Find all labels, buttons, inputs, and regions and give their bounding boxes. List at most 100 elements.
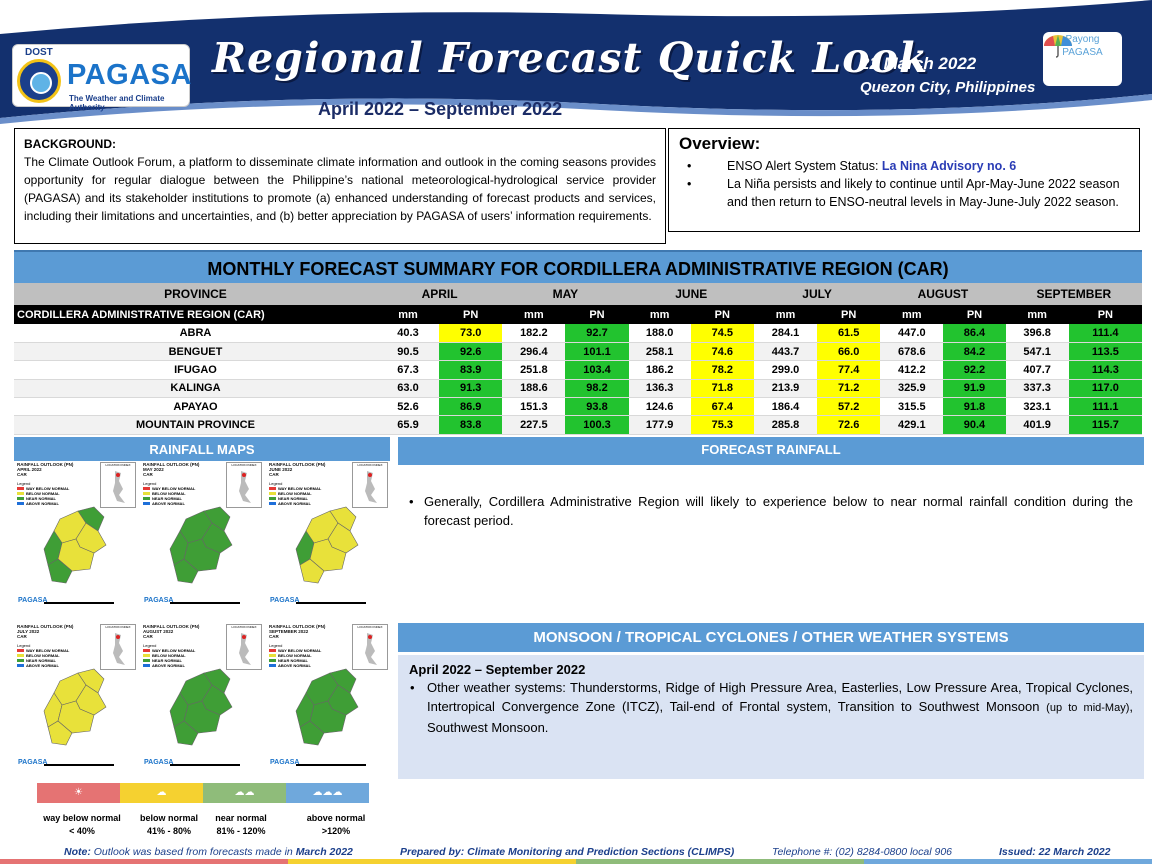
- rainfall-map: RAINFALL OUTLOOK (PN) JULY 2022 CAR LOCATIO…: [14, 623, 138, 781]
- province-cell: MOUNTAIN PROVINCE: [14, 415, 377, 435]
- map-title-line: AUGUST 2022: [143, 629, 174, 634]
- pn-cell: 93.8: [565, 397, 629, 417]
- pn-cell: 92.2: [943, 360, 1006, 380]
- issue-date: 22 March 2022: [860, 54, 977, 73]
- legend-swatch-below: ☁: [120, 783, 203, 803]
- province-cell: ABRA: [14, 324, 377, 343]
- pn-cell: 83.9: [439, 360, 503, 380]
- legend-label-way-below: way below normal < 40%: [43, 813, 121, 836]
- pn-cell: 61.5: [817, 324, 881, 343]
- background-heading: BACKGROUND:: [24, 137, 116, 151]
- logo-agency: DOST: [25, 47, 53, 58]
- enso-advisory: La Nina Advisory no. 6: [881, 159, 1017, 173]
- location-index-map: LOCATION INDEX: [352, 462, 388, 508]
- pn-cell: 113.5: [1068, 342, 1142, 362]
- car-map-shape: [169, 668, 233, 746]
- forecast-rainfall-heading: FORECAST RAINFALL: [398, 437, 1144, 465]
- mm-cell: 284.1: [753, 324, 818, 343]
- province-cell: IFUGAO: [14, 360, 377, 380]
- map-pagasa-logo: PAGASA: [18, 759, 48, 766]
- forecast-period: April 2022 – September 2022: [318, 99, 563, 119]
- mm-header: mm: [880, 305, 944, 324]
- sun-icon: ☀: [74, 787, 83, 798]
- footer-telephone: Telephone #: (02) 8284-0800 local 906: [772, 846, 953, 858]
- map-scale-bar: [44, 764, 114, 766]
- month-header: JUNE: [628, 283, 754, 305]
- car-map-shape: [43, 668, 107, 746]
- location-index-map: LOCATION INDEX: [226, 624, 262, 670]
- mm-header: mm: [753, 305, 818, 324]
- mm-cell: 40.3: [376, 324, 440, 343]
- mm-cell: 124.6: [628, 397, 691, 417]
- pn-cell: 67.4: [690, 397, 754, 417]
- mm-cell: 177.9: [628, 415, 691, 435]
- weather-systems-period: April 2022 – September 2022: [409, 662, 586, 677]
- pn-cell: 115.7: [1068, 415, 1142, 435]
- table-row: KALINGA 63.0 91.3 188.6 98.2 136.3 71.8 213.9 71…: [14, 379, 1142, 399]
- mm-cell: 407.7: [1005, 360, 1069, 380]
- cloud-rain-icon: ☁☁: [234, 787, 255, 798]
- map-scale-bar: [296, 602, 366, 604]
- pn-header: PN: [439, 305, 503, 324]
- car-map-shape: [169, 506, 233, 584]
- pn-cell: 103.4: [565, 360, 629, 380]
- rainfall-map: RAINFALL OUTLOOK (PN) SEPTEMBER 2022 CAR LO…: [266, 623, 390, 781]
- background-box: BACKGROUND: The Climate Outlook Forum, a…: [14, 128, 666, 244]
- footer-note: Note: Outlook was based from forecasts m…: [64, 846, 353, 858]
- mm-cell: 325.9: [880, 379, 944, 399]
- legend-swatch-near: ☁☁: [203, 783, 286, 803]
- table-subheader-row: CORDILLERA ADMINISTRATIVE REGION (CAR) m…: [14, 305, 1142, 324]
- mm-cell: 296.4: [502, 342, 566, 362]
- umbrella-icon: [1044, 35, 1072, 58]
- mm-cell: 323.1: [1005, 397, 1069, 417]
- pn-cell: 73.0: [439, 324, 503, 343]
- mm-cell: 315.5: [880, 397, 944, 417]
- mm-cell: 182.2: [502, 324, 566, 343]
- mm-cell: 447.0: [880, 324, 944, 343]
- location-index-map: LOCATION INDEX: [226, 462, 262, 508]
- month-header: MAY: [502, 283, 629, 305]
- pn-cell: 72.6: [817, 415, 881, 435]
- pagasa-logo: DOST PAGASA The Weather and Climate Auth…: [12, 44, 191, 112]
- map-title-line: RAINFALL OUTLOOK (PN): [143, 462, 200, 467]
- forecast-rainfall-text: Generally, Cordillera Administrative Reg…: [408, 492, 1133, 530]
- map-title-line: APRIL 2022: [17, 467, 42, 472]
- overview-list: ENSO Alert System Status: La Nina Adviso…: [679, 157, 1129, 211]
- pn-cell: 117.0: [1068, 379, 1142, 399]
- map-pagasa-logo: PAGASA: [18, 597, 48, 604]
- mm-cell: 258.1: [628, 342, 691, 362]
- pn-header: PN: [690, 305, 754, 324]
- header-banner: DOST PAGASA The Weather and Climate Auth…: [0, 0, 1152, 124]
- map-legend: Legend WAY BELOW NORMAL BELOW NORMAL NEAR N…: [17, 643, 70, 668]
- pn-cell: 92.7: [565, 324, 629, 343]
- rainfall-map: RAINFALL OUTLOOK (PN) MAY 2022 CAR LOCATION…: [140, 461, 264, 619]
- mm-cell: 547.1: [1005, 342, 1069, 362]
- pn-cell: 91.9: [943, 379, 1006, 399]
- table-row: ABRA 40.3 73.0 182.2 92.7 188.0 74.5 284.1 61.5 4…: [14, 324, 1142, 343]
- mm-cell: 213.9: [753, 379, 818, 399]
- map-title-line: CAR: [269, 472, 279, 477]
- pn-cell: 90.4: [943, 415, 1006, 435]
- mm-cell: 186.4: [753, 397, 818, 417]
- legend-label-above: above normal >120%: [306, 813, 366, 836]
- province-header: PROVINCE: [14, 283, 377, 305]
- mm-header: mm: [1005, 305, 1069, 324]
- mm-cell: 299.0: [753, 360, 818, 380]
- rainfall-maps-heading: RAINFALL MAPS: [14, 437, 390, 461]
- mm-cell: 52.6: [376, 397, 440, 417]
- map-scale-bar: [296, 764, 366, 766]
- pn-cell: 114.3: [1068, 360, 1142, 380]
- month-header: APRIL: [376, 283, 503, 305]
- map-pagasa-logo: PAGASA: [270, 759, 300, 766]
- issue-place: Quezon City, Philippines: [860, 79, 1036, 96]
- map-legend: Legend WAY BELOW NORMAL BELOW NORMAL NEAR N…: [269, 481, 322, 506]
- pn-cell: 84.2: [943, 342, 1006, 362]
- pn-cell: 91.8: [943, 397, 1006, 417]
- map-title-line: JUNE 2022: [269, 467, 293, 472]
- cloud-icon: ☁: [156, 787, 167, 798]
- mm-cell: 67.3: [376, 360, 440, 380]
- month-header: SEPTEMBER: [1005, 283, 1142, 305]
- pn-cell: 71.8: [690, 379, 754, 399]
- map-title-line: JULY 2022: [17, 629, 40, 634]
- background-text: The Climate Outlook Forum, a platform to…: [24, 155, 656, 223]
